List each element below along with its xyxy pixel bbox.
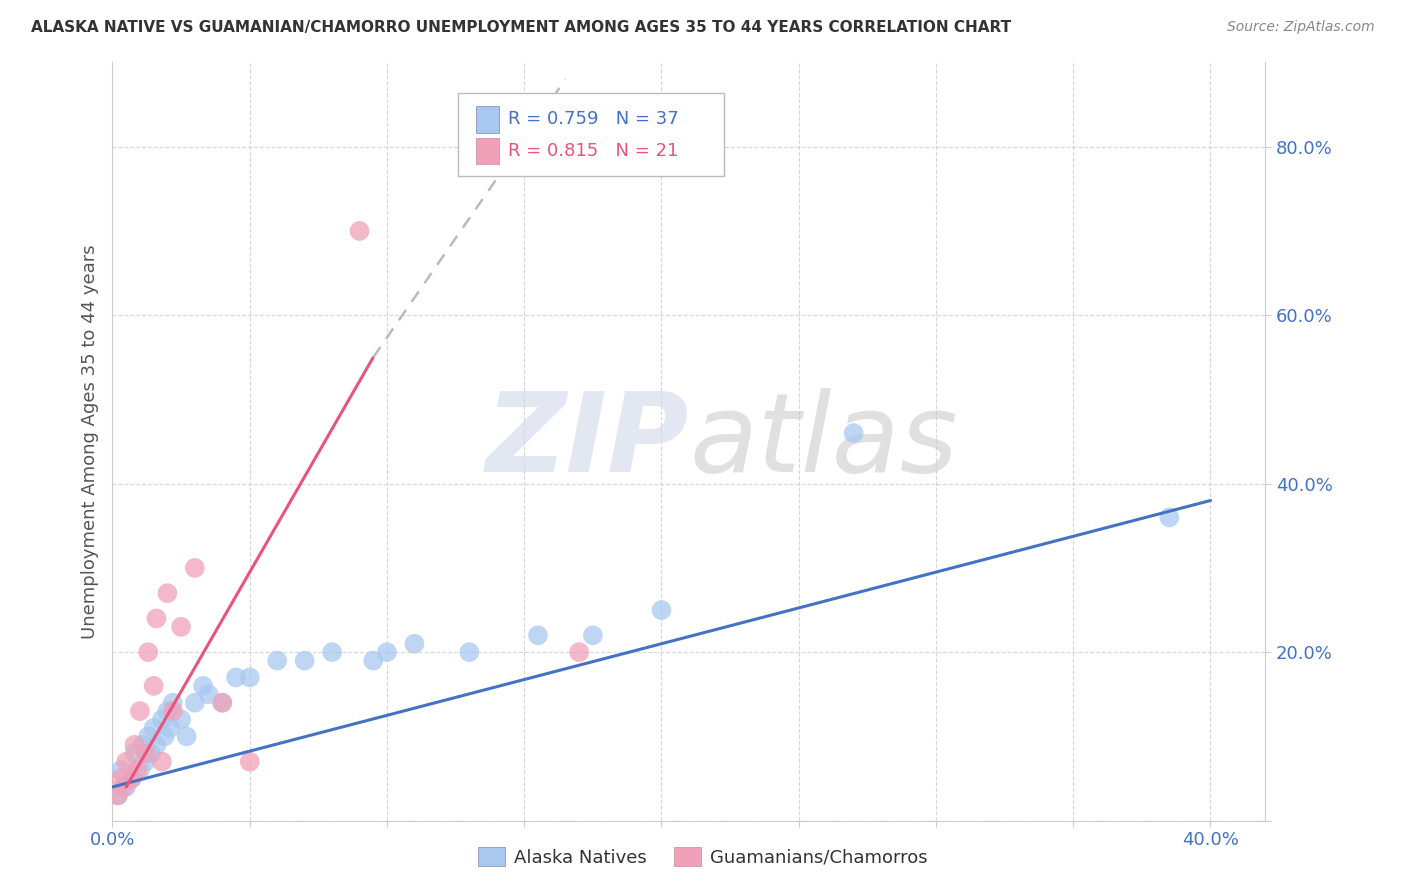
Text: atlas: atlas (689, 388, 957, 495)
Point (107, 789, 129, 803)
Legend: Alaska Natives, Guamanians/Chamorros: Alaska Natives, Guamanians/Chamorros (471, 840, 935, 874)
FancyBboxPatch shape (458, 93, 724, 177)
Point (156, 704, 179, 718)
Point (170, 713, 193, 727)
Point (197, 687, 219, 701)
Point (139, 746, 162, 760)
Point (162, 704, 184, 718)
Point (136, 730, 159, 744)
Point (1159, 510, 1181, 524)
Point (211, 696, 233, 710)
Point (184, 561, 207, 575)
Point (127, 763, 149, 777)
Point (184, 696, 207, 710)
Point (239, 670, 262, 684)
Point (131, 738, 153, 752)
Point (150, 713, 173, 727)
Point (361, 654, 384, 668)
Point (650, 603, 672, 617)
Point (191, 679, 214, 693)
Point (121, 772, 143, 786)
Point (170, 620, 193, 634)
Point (162, 696, 184, 710)
Point (225, 670, 247, 684)
Point (121, 772, 143, 786)
Point (134, 755, 156, 769)
Point (153, 730, 176, 744)
Point (110, 772, 132, 786)
Point (176, 730, 198, 744)
Point (150, 755, 173, 769)
Text: R = 0.815   N = 21: R = 0.815 N = 21 (508, 142, 678, 161)
Point (129, 763, 152, 777)
Point (404, 637, 426, 651)
Point (349, 224, 371, 238)
Point (142, 721, 165, 735)
Point (129, 704, 152, 718)
Point (134, 746, 156, 760)
Point (568, 645, 591, 659)
Point (159, 721, 181, 735)
Text: R = 0.759   N = 37: R = 0.759 N = 37 (508, 111, 679, 128)
Point (527, 628, 550, 642)
Point (136, 645, 159, 659)
Point (145, 738, 167, 752)
Text: Source: ZipAtlas.com: Source: ZipAtlas.com (1227, 20, 1375, 34)
Point (115, 755, 138, 769)
Point (294, 654, 316, 668)
Text: ALASKA NATIVE VS GUAMANIAN/CHAMORRO UNEMPLOYMENT AMONG AGES 35 TO 44 YEARS CORRE: ALASKA NATIVE VS GUAMANIAN/CHAMORRO UNEM… (31, 20, 1011, 35)
Point (124, 746, 146, 760)
Point (375, 645, 398, 659)
Point (239, 755, 262, 769)
Point (124, 738, 146, 752)
Point (112, 780, 135, 794)
Point (842, 426, 865, 441)
Point (211, 696, 233, 710)
Y-axis label: Unemployment Among Ages 35 to 44 years: Unemployment Among Ages 35 to 44 years (80, 244, 98, 639)
Point (115, 780, 138, 794)
Point (156, 586, 179, 600)
Point (142, 679, 165, 693)
Point (321, 645, 343, 659)
Point (145, 611, 167, 625)
Point (458, 645, 481, 659)
FancyBboxPatch shape (475, 138, 499, 164)
Point (582, 628, 605, 642)
FancyBboxPatch shape (475, 106, 499, 133)
Point (107, 789, 129, 803)
Point (110, 763, 132, 777)
Point (266, 654, 288, 668)
Text: ZIP: ZIP (485, 388, 689, 495)
